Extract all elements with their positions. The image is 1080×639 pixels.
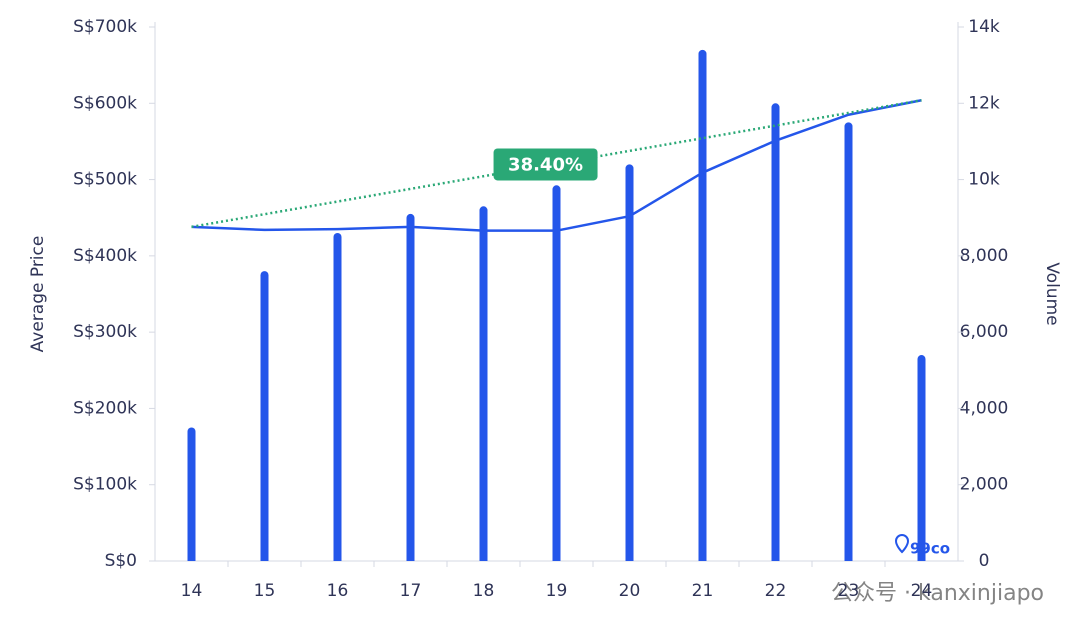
x-tick-label: 17 (400, 581, 422, 601)
x-tick-label: 20 (619, 581, 641, 601)
x-tick-label: 14 (181, 581, 203, 601)
bar (698, 49, 707, 562)
bar (406, 213, 415, 561)
bar (260, 271, 269, 561)
y2-tick-label: 14k (968, 17, 1000, 37)
y-tick-label: S$300k (73, 322, 137, 342)
x-tick-label: 23 (838, 581, 860, 601)
logo-text: 99co (910, 540, 950, 558)
bar (552, 185, 561, 562)
y2-axis-label: Volume (1042, 262, 1062, 325)
y-tick-label: S$600k (73, 93, 137, 113)
bar (333, 232, 342, 561)
y2-tick-label: 2,000 (960, 475, 1009, 495)
y2-tick-label: 10k (968, 170, 1000, 190)
y-axis-label: Average Price (28, 236, 48, 353)
bar (625, 164, 634, 562)
trend-label: 38.40% (508, 154, 583, 175)
x-tick-label: 19 (546, 581, 568, 601)
x-tick-label: 24 (911, 581, 933, 601)
y2-tick-label: 4,000 (960, 398, 1009, 418)
x-tick-label: 15 (254, 581, 276, 601)
logo-icon (894, 534, 910, 554)
y-tick-label: S$200k (73, 398, 137, 418)
y2-tick-label: 0 (979, 551, 990, 571)
watermark: 公众号 · kanxinjiapo (831, 581, 1044, 606)
y2-tick-label: 12k (968, 93, 1000, 113)
y-tick-label: S$700k (73, 17, 137, 37)
y-tick-label: S$100k (73, 475, 137, 495)
x-tick-label: 18 (473, 581, 495, 601)
line (191, 99, 922, 232)
y-tick-label: S$400k (73, 246, 137, 266)
x-tick-label: 16 (327, 581, 349, 601)
x-tick-label: 21 (692, 581, 714, 601)
x-tick-label: 22 (765, 581, 787, 601)
bar (771, 103, 780, 562)
bar (917, 355, 926, 561)
trend-label-bg (493, 148, 598, 181)
y2-tick-label: 6,000 (960, 322, 1009, 342)
bar (479, 206, 488, 561)
y-tick-label: S$500k (73, 170, 137, 190)
bar (187, 427, 196, 561)
y2-tick-label: 8,000 (960, 246, 1009, 266)
bar (844, 122, 853, 561)
y-tick-label: S$0 (105, 551, 137, 571)
